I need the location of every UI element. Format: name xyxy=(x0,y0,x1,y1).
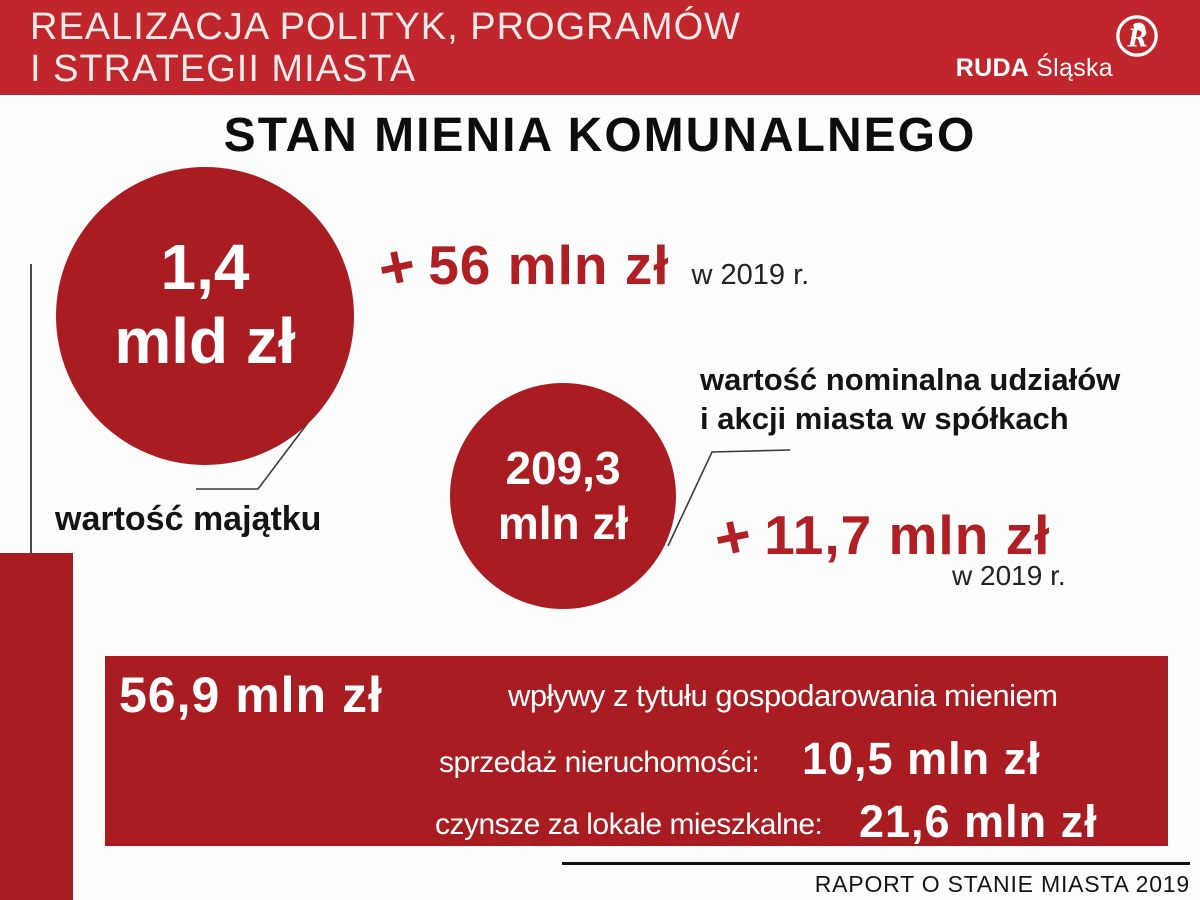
shares-label-line1: wartość nominalna udziałów xyxy=(700,362,1121,397)
wealth-change-amount: 56 mln zł xyxy=(428,234,670,296)
header-bar: REALIZACJA POLITYK, PROGRAMÓW I STRATEGI… xyxy=(0,0,1200,95)
shares-label: wartość nominalna udziałów i akcji miast… xyxy=(700,360,1120,438)
shares-change-amount: 11,7 mln zł xyxy=(764,504,1051,566)
income-total: 56,9 mln zł xyxy=(119,667,383,723)
wealth-change-period: w 2019 r. xyxy=(691,259,810,291)
svg-text:R: R xyxy=(1127,25,1148,53)
wealth-label: wartość majątku xyxy=(55,500,322,538)
header-title-line1: REALIZACJA POLITYK, PROGRAMÓW xyxy=(30,6,742,48)
shares-label-line2: i akcji miasta w spółkach xyxy=(700,401,1069,436)
left-accent-line xyxy=(30,264,32,553)
ruda-slaska-wordmark: RUDA Śląska xyxy=(956,54,1113,83)
header-title-line2: I STRATEGII MIASTA xyxy=(30,48,417,90)
page-title: STAN MIENIA KOMUNALNEGO xyxy=(223,109,977,162)
ruda-slaska-monogram-icon: R xyxy=(1116,15,1158,57)
shares-circle-value: 209,3 xyxy=(505,442,621,494)
wealth-circle: 1,4 mld zł xyxy=(56,167,354,465)
plus-icon: + xyxy=(372,229,422,305)
footer-report-title: RAPORT O STANIE MIASTA 2019 xyxy=(814,871,1190,897)
shares-circle-unit: mln zł xyxy=(497,497,629,549)
income-row-value: 21,6 mln zł xyxy=(859,796,1098,847)
header-title: REALIZACJA POLITYK, PROGRAMÓW I STRATEGI… xyxy=(30,6,741,90)
income-total-label: wpływy z tytułu gospodarowania mieniem xyxy=(508,678,1058,713)
left-accent-bar xyxy=(0,553,73,900)
plus-icon: + xyxy=(708,499,758,575)
logo-city-light: Śląska xyxy=(1036,54,1113,82)
shares-circle: 209,3 mln zł xyxy=(450,383,676,609)
income-row-label: czynsze za lokale mieszkalne: xyxy=(435,808,823,841)
footer-divider xyxy=(562,862,1190,865)
income-row-label: sprzedaż nieruchomości: xyxy=(439,746,760,779)
wealth-circle-value: 1,4 xyxy=(160,231,250,303)
ruda-slaska-logo: R RUDA Śląska xyxy=(956,10,1168,86)
wealth-circle-unit: mld zł xyxy=(114,305,296,377)
income-box: 56,9 mln zł wpływy z tytułu gospodarowan… xyxy=(105,656,1168,847)
shares-change-period: w 2019 r. xyxy=(952,560,1066,591)
wealth-change: + 56 mln zł w 2019 r. xyxy=(372,228,810,305)
income-row-value: 10,5 mln zł xyxy=(802,733,1041,784)
logo-city-bold: RUDA xyxy=(955,54,1030,82)
shares-change: + 11,7 mln zł xyxy=(708,498,1051,575)
